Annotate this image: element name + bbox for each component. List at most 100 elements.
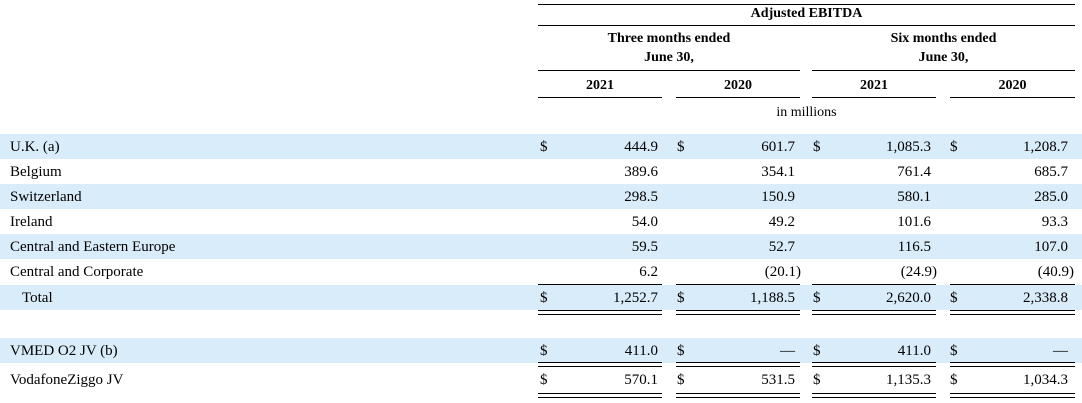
value-6m-2021: 2,620.0 (886, 290, 931, 306)
three-months-rule (538, 70, 800, 71)
value-6m-2020: 1,208.7 (1023, 139, 1068, 155)
units-label: in millions (776, 105, 837, 120)
currency-symbol: $ (813, 372, 821, 388)
total-double-rule-1 (538, 310, 662, 315)
value-6m-2020: — (1053, 343, 1068, 359)
table-row-corporate: Central and Corporate 6.2 (20.1) (24.9) … (0, 259, 1082, 284)
value-6m-2020: 107.0 (1034, 239, 1068, 255)
table-row-uk: U.K. (a) $ 444.9 $ 601.7 $ 1,085.3 $ 1,2… (0, 134, 1082, 159)
year-rule-3 (812, 97, 936, 98)
row-label: VodafoneZiggo JV (10, 372, 124, 388)
value-3m-2021: 6.2 (639, 264, 658, 280)
table-title: Adjusted EBITDA (750, 6, 863, 21)
value-3m-2020: 49.2 (768, 214, 795, 230)
value-3m-2020: 354.1 (761, 164, 795, 180)
value-6m-2021: 116.5 (897, 239, 931, 255)
table-row-vodafoneziggo: VodafoneZiggo JV $ 570.1 $ 531.5 $ 1,135… (0, 367, 1082, 392)
subtotal-rule-2 (676, 284, 800, 285)
value-6m-2021: 761.4 (897, 164, 931, 180)
subtotal-rule-1 (538, 284, 662, 285)
zig-double-rule-4 (950, 393, 1075, 398)
table-row-vmed-o2: VMED O2 JV (b) $ 411.0 $ — $ 411.0 $ — (0, 338, 1082, 363)
row-label: Total (22, 290, 53, 306)
year-header-2: 2020 (724, 78, 752, 93)
value-3m-2021: 1,252.7 (613, 290, 658, 306)
value-3m-2021: 444.9 (624, 139, 658, 155)
value-3m-2020: 1,188.5 (750, 290, 795, 306)
vmed-double-rule-2 (676, 362, 800, 367)
vmed-double-rule-1 (538, 362, 662, 367)
three-months-date: June 30, (644, 50, 694, 65)
six-months-rule (812, 70, 1075, 71)
six-months-heading: Six months ended (890, 31, 997, 46)
title-rule (538, 25, 1075, 26)
currency-symbol: $ (813, 343, 821, 359)
row-label: U.K. (a) (10, 139, 60, 155)
row-label: Central and Eastern Europe (10, 239, 176, 255)
value-3m-2020: 601.7 (761, 139, 795, 155)
year-rule-1 (538, 97, 662, 98)
row-label: Belgium (10, 164, 62, 180)
year-header-1: 2021 (586, 78, 614, 93)
row-label: Ireland (10, 214, 53, 230)
year-rule-2 (676, 97, 800, 98)
value-6m-2020: 93.3 (1041, 214, 1068, 230)
value-3m-2021: 298.5 (624, 189, 658, 205)
zig-double-rule-1 (538, 393, 662, 398)
currency-symbol: $ (813, 139, 821, 155)
value-3m-2020: 150.9 (761, 189, 795, 205)
value-6m-2020: 285.0 (1034, 189, 1068, 205)
currency-symbol: $ (677, 372, 685, 388)
value-6m-2021: 411.0 (897, 343, 931, 359)
zig-double-rule-2 (676, 393, 800, 398)
value-6m-2021: 101.6 (897, 214, 931, 230)
vmed-double-rule-3 (812, 362, 936, 367)
six-months-date: June 30, (918, 50, 969, 65)
value-6m-2021: 580.1 (897, 189, 931, 205)
table-row-ireland: Ireland 54.0 49.2 101.6 93.3 (0, 209, 1082, 234)
header-top-rule (538, 4, 1075, 5)
vmed-double-rule-4 (950, 362, 1075, 367)
value-3m-2020: — (780, 343, 795, 359)
value-3m-2020: (20.1) (764, 264, 801, 280)
value-3m-2021: 59.5 (631, 239, 658, 255)
row-label: VMED O2 JV (b) (10, 343, 118, 359)
row-label: Central and Corporate (10, 264, 144, 280)
value-3m-2020: 531.5 (761, 372, 795, 388)
currency-symbol: $ (950, 343, 958, 359)
currency-symbol: $ (540, 372, 548, 388)
value-3m-2020: 52.7 (768, 239, 795, 255)
zig-double-rule-3 (812, 393, 936, 398)
value-6m-2021: (24.9) (900, 264, 937, 280)
total-double-rule-3 (812, 310, 936, 315)
currency-symbol: $ (813, 290, 821, 306)
currency-symbol: $ (950, 290, 958, 306)
currency-symbol: $ (950, 139, 958, 155)
currency-symbol: $ (677, 343, 685, 359)
subtotal-rule-4 (950, 284, 1075, 285)
year-rule-4 (950, 97, 1075, 98)
value-6m-2020: 685.7 (1034, 164, 1068, 180)
subtotal-rule-3 (812, 284, 936, 285)
currency-symbol: $ (677, 139, 685, 155)
currency-symbol: $ (677, 290, 685, 306)
table-row-cee: Central and Eastern Europe 59.5 52.7 116… (0, 234, 1082, 259)
value-3m-2021: 54.0 (631, 214, 658, 230)
currency-symbol: $ (950, 372, 958, 388)
table-row-total: Total $ 1,252.7 $ 1,188.5 $ 2,620.0 $ 2,… (0, 285, 1082, 310)
row-label: Switzerland (10, 189, 82, 205)
currency-symbol: $ (540, 343, 548, 359)
three-months-heading: Three months ended (607, 31, 731, 46)
value-3m-2021: 570.1 (624, 372, 658, 388)
value-6m-2020: 1,034.3 (1023, 372, 1068, 388)
year-header-3: 2021 (860, 78, 888, 93)
value-3m-2021: 389.6 (624, 164, 658, 180)
table-row-belgium: Belgium 389.6 354.1 761.4 685.7 (0, 159, 1082, 184)
currency-symbol: $ (540, 290, 548, 306)
total-double-rule-4 (950, 310, 1075, 315)
value-6m-2021: 1,135.3 (886, 372, 931, 388)
value-6m-2020: (40.9) (1037, 264, 1074, 280)
currency-symbol: $ (540, 139, 548, 155)
year-header-4: 2020 (998, 78, 1027, 93)
